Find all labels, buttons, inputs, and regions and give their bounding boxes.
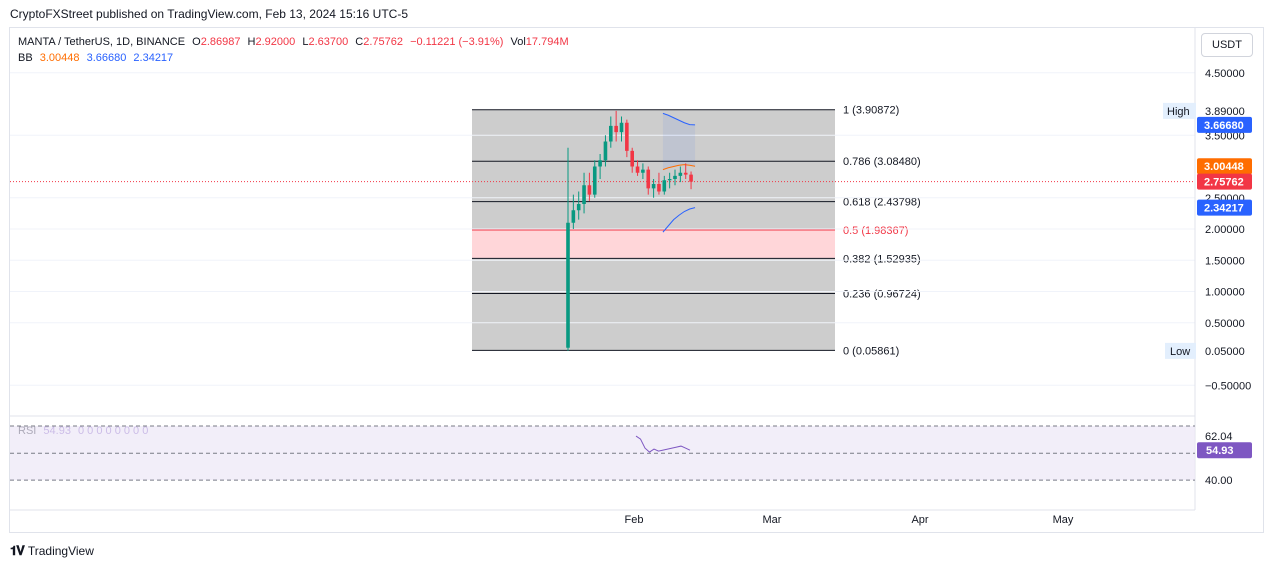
low-label: L: [302, 36, 309, 48]
symbol-legend: MANTA / TetherUS, 1D, BINANCE O2.86987 H…: [18, 36, 573, 48]
bb-upper-value: 3.66680: [86, 52, 127, 64]
bb-lower-value: 2.34217: [133, 52, 174, 64]
brand-name[interactable]: TradingView: [27, 544, 94, 558]
volume-value: 17.794M: [525, 36, 569, 48]
high-label: H: [247, 36, 256, 48]
tradingview-logo-icon[interactable]: 𝟏𝐕: [10, 543, 25, 558]
open-value: 2.86987: [200, 36, 241, 48]
close-label: C: [355, 36, 364, 48]
bb-label[interactable]: BB: [18, 52, 33, 64]
change-value: −0.11221 (−3.91%): [410, 36, 504, 48]
bb-mid-value: 3.00448: [39, 52, 80, 64]
symbol-name[interactable]: MANTA / TetherUS, 1D, BINANCE: [18, 36, 186, 48]
rsi-value: 54.93: [43, 425, 71, 437]
open-label: O: [192, 36, 201, 48]
bb-legend: BB 3.00448 3.66680 2.34217: [18, 52, 177, 64]
chart-frame[interactable]: [9, 27, 1264, 533]
footer: 𝟏𝐕 TradingView: [10, 543, 94, 559]
rsi-extra-values: 0 0 0 0 0 0 0 0: [78, 425, 149, 437]
rsi-legend: RSI 54.93 0 0 0 0 0 0 0 0: [18, 425, 152, 437]
low-value: 2.63700: [308, 36, 349, 48]
publisher-header: CryptoFXStreet published on TradingView.…: [10, 7, 408, 21]
close-value: 2.75762: [363, 36, 403, 48]
volume-label: Vol: [510, 36, 526, 48]
high-value: 2.92000: [255, 36, 296, 48]
currency-button[interactable]: USDT: [1201, 33, 1253, 57]
rsi-label[interactable]: RSI: [18, 425, 37, 437]
